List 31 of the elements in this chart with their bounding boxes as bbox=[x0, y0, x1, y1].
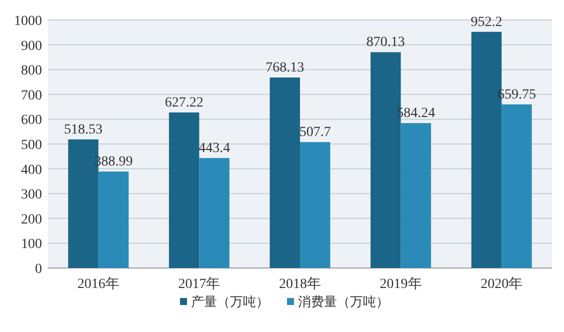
bar bbox=[400, 123, 432, 268]
x-tick-label: 2020年 bbox=[480, 276, 523, 292]
bar bbox=[199, 158, 230, 268]
x-tick-label: 2019年 bbox=[380, 276, 422, 292]
y-tick-label: 200 bbox=[21, 212, 42, 228]
bar bbox=[168, 112, 200, 268]
y-tick-label: 600 bbox=[21, 113, 42, 128]
data-label: 518.53 bbox=[64, 122, 103, 138]
y-tick-label: 700 bbox=[21, 88, 42, 104]
y-tick-label: 300 bbox=[21, 188, 42, 203]
legend-label: 消费量（万吨） bbox=[298, 294, 389, 309]
y-tick-label: 400 bbox=[21, 162, 42, 178]
y-tick-label: 900 bbox=[21, 38, 42, 54]
y-tick-label: 100 bbox=[21, 237, 42, 252]
y-tick-label: 0 bbox=[35, 262, 42, 277]
bar bbox=[502, 104, 532, 268]
data-label: 627.22 bbox=[164, 95, 204, 110]
data-label: 507.7 bbox=[299, 125, 331, 140]
y-tick-label: 500 bbox=[21, 138, 42, 153]
bar bbox=[98, 172, 129, 268]
x-tick-label: 2017年 bbox=[178, 276, 220, 292]
data-label: 768.13 bbox=[266, 60, 304, 76]
x-tick-label: 2018年 bbox=[279, 276, 321, 292]
y-tick-label: 800 bbox=[21, 64, 42, 79]
bar bbox=[270, 78, 300, 268]
x-tick-label: 2016年 bbox=[77, 276, 120, 292]
bar bbox=[300, 142, 330, 268]
data-label: 952.2 bbox=[470, 14, 502, 30]
legend-label: 产量（万吨） bbox=[191, 294, 269, 309]
data-label: 870.13 bbox=[366, 35, 405, 50]
y-tick-label: 1000 bbox=[14, 14, 42, 29]
